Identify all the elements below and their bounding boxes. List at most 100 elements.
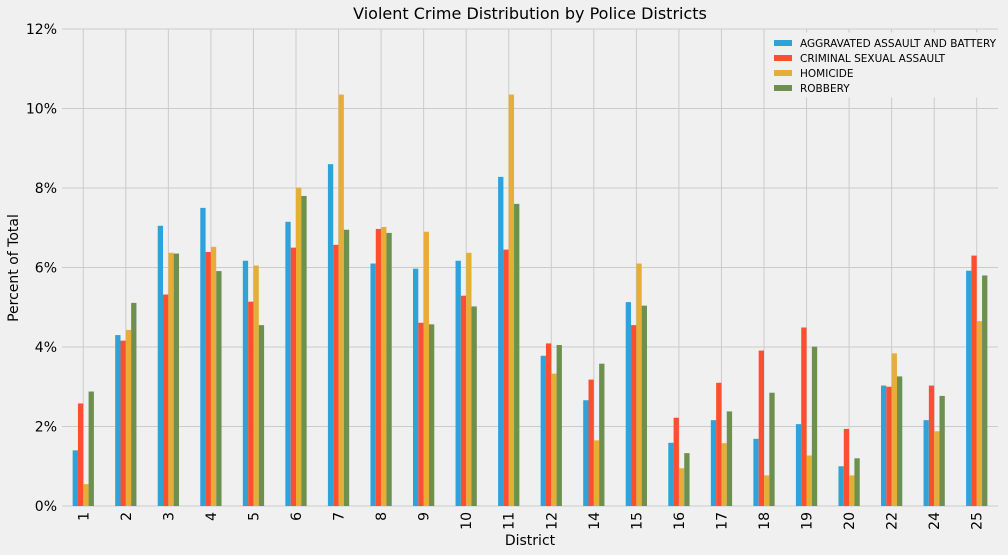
bar	[801, 327, 807, 506]
x-tick-label: 12	[544, 512, 560, 530]
y-tick-label: 8%	[35, 181, 57, 197]
bar	[806, 455, 812, 506]
bar	[253, 265, 259, 506]
legend-label: ROBBERY	[800, 83, 850, 95]
bar	[545, 343, 552, 506]
legend-swatch	[774, 40, 792, 46]
bar	[242, 260, 249, 506]
bar	[896, 376, 903, 506]
bar	[982, 275, 988, 506]
bar	[333, 244, 339, 506]
bar	[88, 391, 94, 506]
bar	[200, 207, 206, 506]
x-tick-label: 25	[970, 512, 986, 530]
bar	[428, 324, 435, 506]
x-axis-label: District	[505, 533, 556, 549]
bar	[758, 350, 764, 506]
y-tick-label: 4%	[35, 340, 57, 356]
bar	[163, 294, 169, 506]
bar	[77, 403, 84, 506]
bar	[455, 260, 461, 506]
bar	[248, 301, 254, 506]
bar	[966, 270, 972, 506]
bar	[668, 442, 674, 506]
bar	[418, 322, 424, 506]
legend-box	[766, 32, 997, 98]
y-ticks: 0% 2% 4% 6% 8% 10% 12%	[26, 22, 57, 515]
bar	[423, 231, 429, 506]
bars-group	[72, 94, 988, 507]
legend-label: HOMICIDE	[800, 68, 853, 80]
legend-swatch	[774, 85, 792, 91]
chart-title: Violent Crime Distribution by Police Dis…	[353, 4, 707, 23]
x-tick-label: 3	[161, 512, 177, 521]
x-ticks: 1 2 3 4 5 6 7 8 9 10 11 12 14 15 16 17 18 19 20 22 24 25	[76, 512, 985, 530]
y-tick-label: 2%	[35, 420, 57, 436]
bar	[625, 302, 632, 506]
bar	[673, 417, 679, 506]
bar	[466, 252, 472, 506]
x-tick-label: 22	[885, 512, 901, 530]
bar	[881, 385, 887, 506]
legend-swatch	[774, 70, 792, 76]
x-tick-label: 15	[629, 512, 645, 530]
bar	[928, 385, 935, 506]
bar	[72, 450, 78, 506]
bar	[210, 246, 217, 506]
bar	[631, 325, 637, 506]
bar	[375, 228, 382, 506]
bar	[173, 253, 179, 506]
bar	[971, 255, 977, 506]
bar	[498, 176, 504, 506]
bar	[710, 420, 717, 506]
y-axis-label: Percent of Total	[6, 214, 22, 322]
x-tick-label: 1	[76, 512, 92, 521]
x-tick-label: 9	[417, 512, 433, 521]
bar	[285, 221, 291, 506]
x-tick-label: 8	[374, 512, 390, 521]
bar	[296, 187, 302, 507]
x-tick-label: 4	[204, 512, 220, 521]
bar	[721, 443, 727, 506]
x-tick-label: 16	[672, 512, 688, 530]
bar	[508, 94, 515, 507]
x-tick-label: 18	[757, 512, 773, 530]
legend-label: CRIMINAL SEXUAL ASSAULT	[800, 53, 946, 65]
bar	[514, 203, 520, 506]
bar	[290, 247, 296, 506]
legend-swatch	[774, 55, 792, 61]
bar	[258, 325, 265, 506]
x-tick-label: 14	[587, 512, 603, 530]
bar	[593, 440, 600, 506]
x-tick-label: 11	[502, 512, 518, 530]
bar	[716, 382, 722, 506]
bar	[769, 392, 775, 506]
bar	[678, 468, 685, 506]
bar	[115, 335, 121, 506]
bar	[923, 420, 929, 506]
bar	[849, 475, 855, 506]
bar	[764, 475, 770, 506]
bar	[854, 458, 860, 506]
y-tick-label: 12%	[26, 22, 57, 38]
bar	[327, 164, 334, 506]
x-tick-label: 17	[714, 512, 730, 530]
bar	[540, 355, 546, 506]
bar	[934, 431, 940, 506]
bar	[216, 271, 222, 506]
bar	[460, 295, 467, 506]
bar	[599, 363, 605, 506]
x-tick-label: 2	[119, 512, 135, 521]
bar	[503, 249, 509, 507]
x-tick-label: 7	[332, 512, 348, 521]
legend-label: AGGRAVATED ASSAULT AND BATTERY	[800, 38, 997, 50]
bar	[413, 268, 419, 506]
bar	[551, 373, 557, 506]
bar	[583, 400, 589, 506]
bar	[301, 195, 307, 506]
x-tick-label: 19	[800, 512, 816, 530]
bar	[753, 438, 759, 506]
bar	[157, 225, 164, 506]
bar	[795, 424, 802, 506]
